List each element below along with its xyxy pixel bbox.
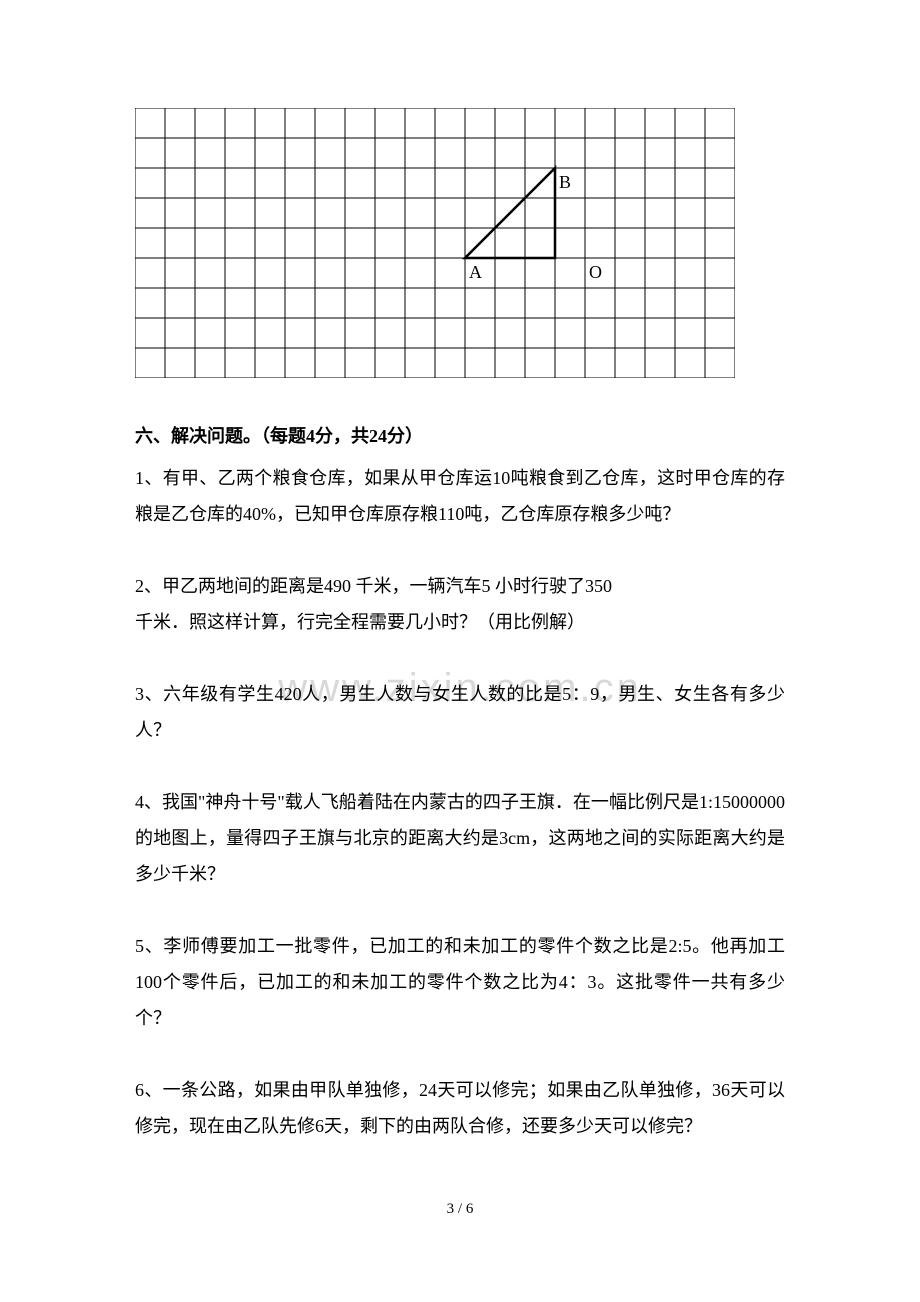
section-title: 六、解决问题。（每题4分，共24分） — [135, 418, 785, 454]
svg-text:B: B — [559, 172, 571, 192]
question-3: 3、六年级有学生420人，男生人数与女生人数的比是5：9，男生、女生各有多少人？ — [135, 676, 785, 748]
question-6: 6、一条公路，如果由甲队单独修，24天可以修完；如果由乙队单独修，36天可以修完… — [135, 1072, 785, 1144]
grid-svg: A B O — [135, 108, 735, 378]
svg-text:O: O — [589, 262, 602, 282]
question-4: 4、我国"神舟十号"载人飞船着陆在内蒙古的四子王旗．在一幅比例尺是1:15000… — [135, 784, 785, 892]
question-5: 5、李师傅要加工一批零件，已加工的和未加工的零件个数之比是2:5。他再加工100… — [135, 928, 785, 1036]
grid-diagram: A B O — [135, 108, 785, 378]
question-2-line2: 千米．照这样计算，行完全程需要几小时？（用比例解） — [135, 604, 785, 640]
question-1: 1、有甲、乙两个粮食仓库，如果从甲仓库运10吨粮食到乙仓库，这时甲仓库的存粮是乙… — [135, 460, 785, 532]
page-footer: 3 / 6 — [135, 1194, 785, 1224]
question-2-line1: 2、甲乙两地间的距离是490 千米，一辆汽车5 小时行驶了350 — [135, 568, 785, 604]
question-2: 2、甲乙两地间的距离是490 千米，一辆汽车5 小时行驶了350 千米．照这样计… — [135, 568, 785, 640]
svg-text:A: A — [469, 262, 482, 282]
